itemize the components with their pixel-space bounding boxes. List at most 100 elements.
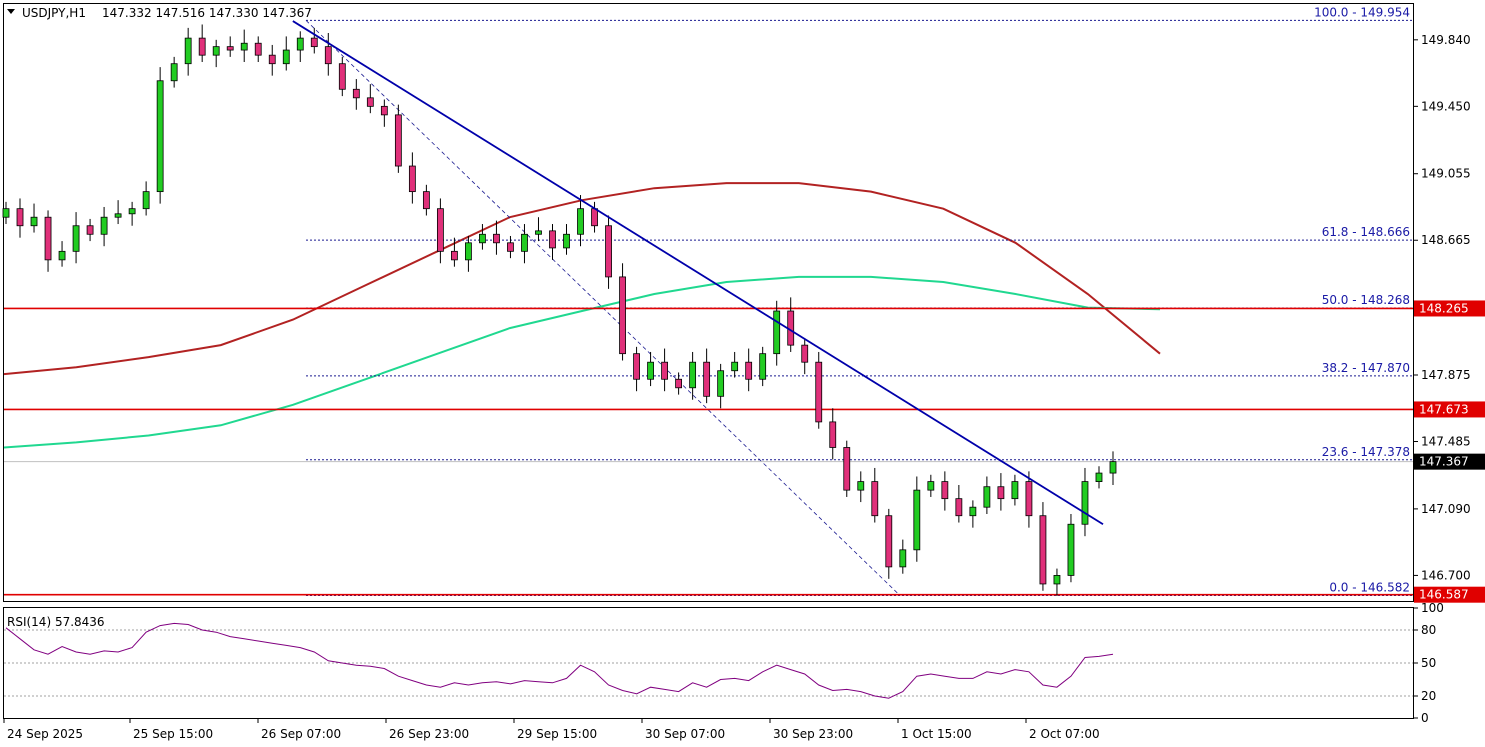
- time-tick-label-8: 2 Oct 07:00: [1029, 727, 1100, 741]
- fibonacci-levels: 100.0 - 149.954 61.8 - 148.666 50.0 - 148.…: [305, 5, 1413, 597]
- ohlc-values: 147.332 147.516 147.330 147.367: [102, 6, 312, 20]
- time-tick-label-2: 26 Sep 07:00: [261, 727, 341, 741]
- candle-body: [380, 105, 388, 116]
- candle-body: [549, 230, 556, 249]
- rsi-tick-label-4: 0: [1421, 711, 1429, 725]
- level-tag-label-0: 148.265: [1419, 301, 1469, 315]
- candle-body: [465, 242, 472, 261]
- price-axis: 149.840 149.450 149.055 148.665 147.875 147.4…: [1413, 33, 1471, 582]
- price-tick-label-2: 149.055: [1421, 167, 1471, 181]
- triangle-down-icon[interactable]: [7, 9, 15, 14]
- level-tag-0: [1414, 300, 1485, 317]
- candle-body: [969, 506, 977, 517]
- current-price-tag: [1414, 453, 1485, 470]
- time-tick-label-7: 1 Oct 15:00: [901, 727, 972, 741]
- candle-body: [72, 225, 80, 252]
- candle-body: [927, 481, 935, 491]
- rsi-tick-label-0: 100: [1421, 601, 1444, 615]
- candle-body: [282, 49, 290, 65]
- candle-body: [619, 276, 626, 355]
- candle-body: [535, 230, 542, 235]
- candle-body: [198, 37, 206, 56]
- candle-body: [563, 233, 570, 249]
- candle-body: [647, 361, 654, 380]
- main-pane-frame: [3, 3, 1414, 602]
- candle-body: [731, 361, 739, 372]
- candle-body: [955, 498, 963, 517]
- fib-label-1: 61.8 - 148.666: [1322, 225, 1410, 239]
- candle-body: [1053, 575, 1061, 585]
- candle-body: [871, 481, 879, 517]
- candle-body: [338, 63, 346, 90]
- trend-line-layer: [292, 20, 1104, 526]
- current-price-tag-label: 147.367: [1419, 455, 1469, 469]
- candle-body: [30, 216, 38, 227]
- rsi-tick-label-3: 20: [1421, 689, 1436, 703]
- candle-body: [577, 208, 584, 235]
- price-tick-label-3: 148.665: [1421, 233, 1471, 247]
- candle-body: [521, 233, 528, 252]
- rsi-label: RSI(14) 57.8436: [7, 615, 105, 629]
- candle-body: [324, 46, 332, 65]
- candle-body: [815, 361, 823, 423]
- candle-body: [156, 80, 164, 193]
- candle-body: [170, 63, 178, 82]
- candle-body: [226, 46, 234, 51]
- candle-body: [212, 46, 220, 56]
- candle-body: [983, 486, 991, 508]
- time-axis: 24 Sep 2025 25 Sep 15:00 26 Sep 07:00 26 Se…: [3, 718, 1100, 741]
- rsi-tick-label-2: 50: [1421, 656, 1436, 670]
- candle-body: [422, 191, 430, 210]
- candle-body: [44, 216, 52, 261]
- time-tick-label-6: 30 Sep 23:00: [773, 727, 853, 741]
- candle-body: [857, 481, 865, 491]
- fib-label-5: 0.0 - 146.582: [1329, 581, 1410, 595]
- candle-body: [941, 481, 949, 500]
- price-tick-label-7: 146.700: [1421, 568, 1471, 582]
- price-tick-label-0: 149.840: [1421, 33, 1471, 47]
- candle-body: [240, 42, 248, 51]
- candle-body: [633, 353, 640, 380]
- candle-body: [773, 310, 781, 355]
- candles: [2, 24, 1117, 596]
- time-tick-label-1: 25 Sep 15:00: [133, 727, 213, 741]
- candle-body: [408, 165, 416, 193]
- candle-body: [843, 447, 851, 491]
- candle-body: [451, 250, 458, 261]
- candle-body: [801, 344, 809, 363]
- candle-body: [829, 421, 837, 448]
- fib-label-0: 100.0 - 149.954: [1314, 5, 1410, 19]
- candle-body: [899, 549, 907, 568]
- level-tag-1: [1414, 401, 1485, 418]
- candle-body: [479, 233, 486, 244]
- candle-body: [1039, 515, 1047, 585]
- candle-body: [997, 486, 1005, 500]
- candle-body: [1109, 461, 1117, 474]
- candle-body: [591, 208, 598, 227]
- candle-body: [254, 42, 262, 56]
- price-tick-label-1: 149.450: [1421, 99, 1471, 113]
- candle-body: [114, 213, 122, 218]
- candle-body: [16, 208, 24, 227]
- candle-body: [745, 361, 753, 380]
- candle-body: [296, 37, 304, 51]
- candle-body: [1081, 481, 1089, 525]
- candle-body: [689, 361, 697, 389]
- time-tick-label-0: 24 Sep 2025: [7, 727, 83, 741]
- candle-body: [759, 353, 767, 380]
- candle-body: [675, 378, 683, 389]
- horizontal-levels: 148.265 147.673 146.587 147.367: [4, 300, 1485, 603]
- candle-body: [507, 242, 514, 252]
- candle-body: [1095, 472, 1103, 483]
- candle-body: [717, 370, 725, 397]
- candle-body: [310, 37, 318, 48]
- time-tick-label-4: 29 Sep 15:00: [517, 727, 597, 741]
- candle-body: [100, 216, 108, 235]
- candle-body: [493, 233, 500, 244]
- candle-body: [661, 361, 668, 380]
- rsi-line: [5, 622, 1114, 699]
- candle-body: [703, 361, 711, 397]
- fib-label-2: 50.0 - 148.268: [1322, 293, 1410, 307]
- symbol-label: USDJPY,H1: [22, 6, 86, 20]
